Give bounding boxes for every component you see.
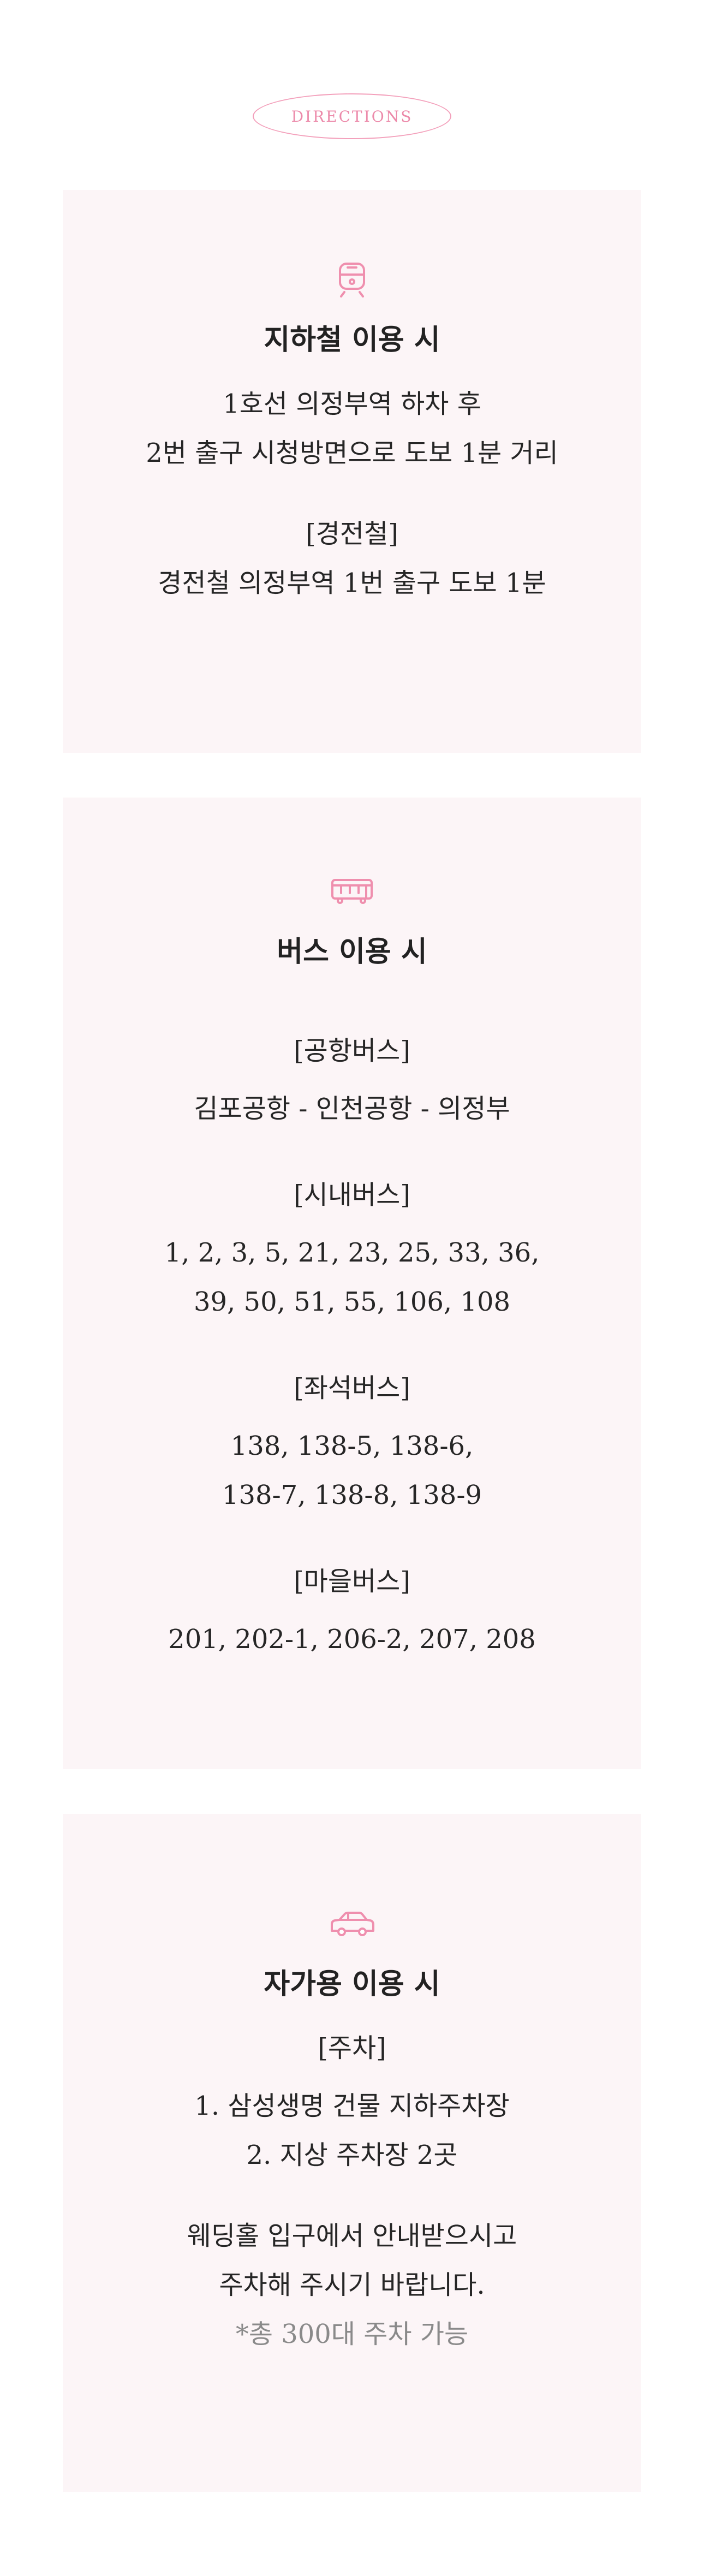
village-bus-line: 201, 202-1, 206-2, 207, 208 xyxy=(168,1624,536,1655)
airport-bus-heading: [공항버스] xyxy=(293,1036,411,1067)
airport-bus-line: 김포공항 - 인천공항 - 의정부 xyxy=(194,1093,510,1125)
guide-line1: 웨딩홀 입구에서 안내받으시고 xyxy=(187,2221,517,2252)
light-rail-line: 경전철 의정부역 1번 출구 도보 1분 xyxy=(158,568,546,599)
subway-line2: 2번 출구 시청방면으로 도보 1분 거리 xyxy=(146,438,558,469)
seat-bus-line1: 138, 138-5, 138-6, xyxy=(230,1431,474,1462)
car-card: 자가용 이용 시 [주차] 1. 삼성생명 건물 지하주차장 2. 지상 주차장… xyxy=(63,1814,641,2492)
parking-line1: 1. 삼성생명 건물 지하주차장 xyxy=(194,2091,510,2122)
directions-badge: DIRECTIONS xyxy=(253,93,451,139)
directions-header: DIRECTIONS xyxy=(0,93,704,139)
parking-line2: 2. 지상 주차장 2곳 xyxy=(246,2140,458,2171)
seat-bus-heading: [좌석버스] xyxy=(293,1373,411,1404)
seat-bus-line2: 138-7, 138-8, 138-9 xyxy=(222,1480,482,1511)
parking-capacity-note: *총 300대 주차 가능 xyxy=(235,2319,469,2350)
subway-title: 지하철 이용 시 xyxy=(264,323,440,356)
subway-line1: 1호선 의정부역 하차 후 xyxy=(223,389,481,420)
city-bus-heading: [시내버스] xyxy=(293,1180,411,1211)
village-bus-heading: [마을버스] xyxy=(293,1566,411,1597)
car-title: 자가용 이용 시 xyxy=(264,1967,440,2001)
bus-title: 버스 이용 시 xyxy=(277,935,427,968)
subway-card: 지하철 이용 시 1호선 의정부역 하차 후 2번 출구 시청방면으로 도보 1… xyxy=(63,190,641,753)
car-icon xyxy=(329,1904,375,1943)
bus-card: 버스 이용 시 [공항버스] 김포공항 - 인천공항 - 의정부 [시내버스] … xyxy=(63,798,641,1769)
bus-icon xyxy=(330,872,374,911)
train-icon xyxy=(337,260,367,299)
parking-heading: [주차] xyxy=(318,2033,386,2064)
guide-line2: 주차해 주시기 바랍니다. xyxy=(219,2270,485,2301)
city-bus-line2: 39, 50, 51, 55, 106, 108 xyxy=(193,1287,511,1318)
city-bus-line1: 1, 2, 3, 5, 21, 23, 25, 33, 36, xyxy=(164,1238,540,1269)
light-rail-heading: [경전철] xyxy=(306,519,398,550)
